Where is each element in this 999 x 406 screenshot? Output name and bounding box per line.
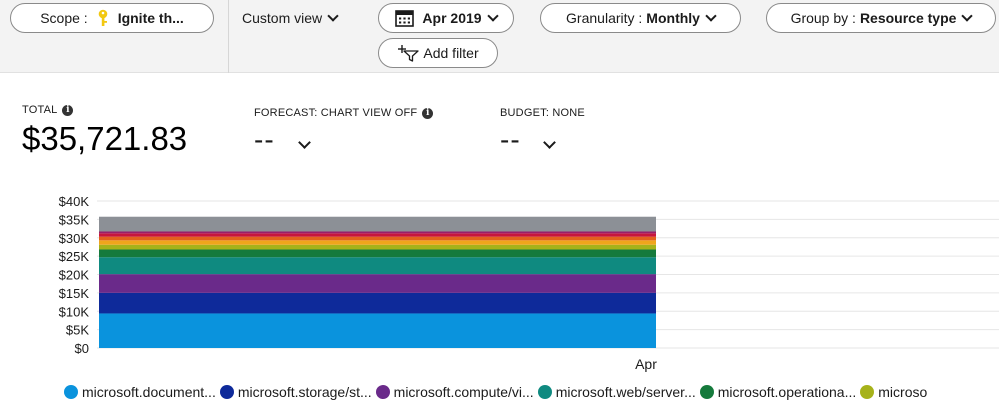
chevron-down-icon[interactable] [543,136,556,149]
legend-dot-icon [860,385,875,399]
bar-segment-6[interactable] [99,244,656,250]
legend-label: microsoft.operationa... [717,384,857,400]
y-tick-label: $0 [75,341,89,356]
chevron-down-icon [705,10,717,22]
legend-label: microsoft.web/server... [555,384,696,400]
kpi-forecast-value[interactable]: -- [254,124,275,155]
group-by-value: Resource type [859,10,957,26]
date-picker-button[interactable]: Apr 2019 [378,3,514,33]
chevron-down-icon [961,10,974,22]
bar-segment-7[interactable] [99,240,656,245]
legend-label: microso [878,384,928,400]
x-tick-label: Apr [635,356,657,372]
kpi-total-value: $35,721.83 [22,120,188,157]
legend-item[interactable]: microso [860,384,927,400]
y-tick-label: $30K [59,231,90,246]
bar-segment-2[interactable] [99,292,656,314]
legend-item[interactable]: microsoft.web/server... [537,384,696,400]
legend-dot-icon [375,385,390,399]
chevron-down-icon [486,10,499,22]
scope-value: Ignite th... [117,10,184,26]
legend-label: microsoft.document... [82,384,216,400]
bar-segment-4[interactable] [99,257,656,275]
legend-item[interactable]: microsoft.operationa... [699,384,857,400]
legend-item[interactable]: microsoft.storage/st... [219,384,372,400]
kpi-total: TOTAL i [22,104,74,116]
bar-segment-10[interactable] [99,231,656,234]
legend-item[interactable]: microsoft.document... [64,384,216,400]
legend-item[interactable]: microsoft.compute/vi... [375,384,534,400]
add-filter-icon [398,45,420,62]
legend-dot-icon [219,385,234,399]
kpi-total-label: TOTAL [22,104,58,116]
cost-chart: $0 $5K $10K $15K $20K $25K $30K $35K $40K Apr [59,194,999,372]
y-tick-label: $35K [59,212,90,227]
scope-button[interactable]: Scope : Ignite th... [10,3,214,33]
y-tick-label: $10K [59,304,90,319]
bar-segment-11[interactable] [99,216,656,232]
kpi-forecast: FORECAST: CHART VIEW OFF i [254,107,434,119]
group-by-button[interactable]: Group by : Resource type [766,3,996,33]
y-tick-label: $40K [59,194,90,209]
legend-dot-icon [699,385,714,399]
kpi-budget-label: BUDGET: NONE [500,107,585,119]
chevron-down-icon[interactable] [298,136,311,149]
chevron-down-icon [327,10,339,22]
bar-segment-8[interactable] [99,236,656,241]
scope-label: Scope : [40,10,88,26]
legend-label: microsoft.compute/vi... [393,384,534,400]
granularity-value: Monthly [646,10,700,26]
legend-dot-icon [537,385,552,399]
y-tick-label: $15K [59,286,90,301]
legend-label: microsoft.storage/st... [237,384,372,400]
bar-segment-5[interactable] [99,249,656,258]
legend-dot-icon [64,385,78,399]
chart-legend: microsoft.document... microsoft.storage/s… [64,381,931,403]
y-tick-label: $5K [66,323,89,338]
kpi-budget-value[interactable]: -- [500,124,521,155]
custom-view-button[interactable]: Custom view [242,8,339,28]
kpi-budget: BUDGET: NONE [500,107,585,119]
key-icon [98,9,107,26]
custom-view-label: Custom view [242,10,323,26]
bar-segment-1[interactable] [99,313,656,348]
info-icon[interactable]: i [422,108,434,119]
granularity-label: Granularity : [566,10,643,26]
info-icon[interactable]: i [62,105,74,116]
granularity-button[interactable]: Granularity : Monthly [540,3,741,33]
toolbar-divider [228,0,229,73]
calendar-icon [395,10,415,27]
bar-segment-9[interactable] [99,233,656,237]
kpi-forecast-label: FORECAST: CHART VIEW OFF [254,107,418,119]
toolbar: Scope : Ignite th... Custom view Apr 201… [0,0,999,73]
add-filter-label: Add filter [423,45,479,61]
y-tick-label: $25K [59,249,90,264]
add-filter-button[interactable]: Add filter [378,38,498,68]
bar-segment-3[interactable] [99,274,656,293]
date-label: Apr 2019 [422,10,482,26]
y-tick-label: $20K [59,268,90,283]
group-by-label: Group by : [790,10,856,26]
